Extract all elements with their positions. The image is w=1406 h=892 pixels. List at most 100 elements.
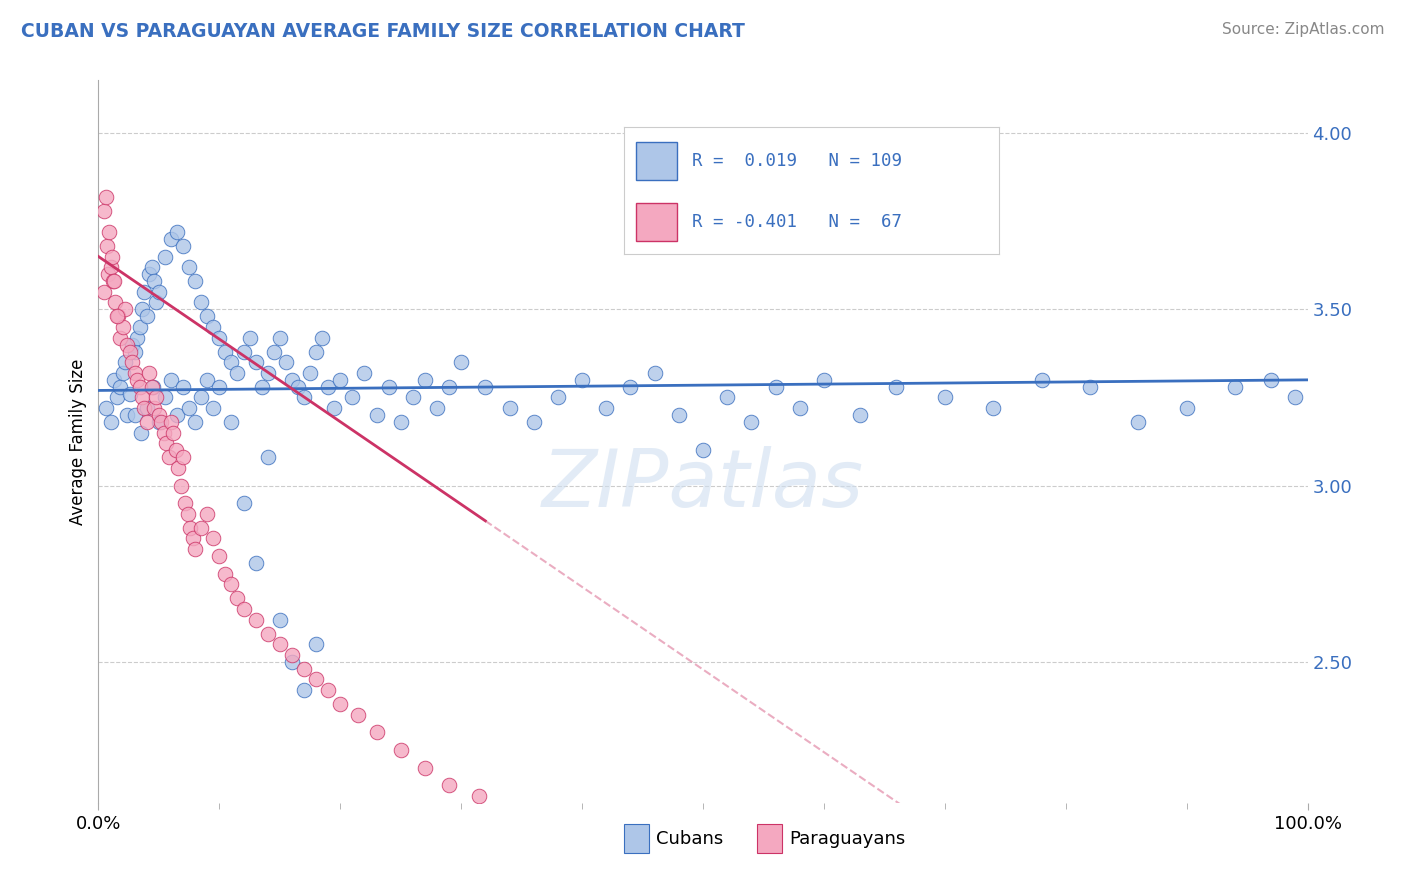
Point <box>813 373 835 387</box>
Point <box>128 380 150 394</box>
Point <box>117 408 139 422</box>
Point <box>195 507 218 521</box>
Point <box>226 366 249 380</box>
Point <box>165 443 187 458</box>
Point <box>108 380 131 394</box>
Point <box>141 380 163 394</box>
Point <box>190 295 212 310</box>
Point <box>100 250 122 264</box>
Point <box>232 496 254 510</box>
Point <box>97 267 120 281</box>
Point <box>141 260 163 274</box>
Point <box>167 461 190 475</box>
Point <box>179 260 201 274</box>
Point <box>143 274 166 288</box>
Point <box>135 310 157 324</box>
Point <box>138 366 160 380</box>
Point <box>547 391 569 405</box>
Point <box>121 355 143 369</box>
Point <box>498 401 520 415</box>
Text: ZIPatlas: ZIPatlas <box>541 446 865 524</box>
Point <box>162 425 184 440</box>
Point <box>413 373 436 387</box>
Point <box>245 355 267 369</box>
Point <box>1260 373 1282 387</box>
Point <box>389 743 412 757</box>
Point <box>468 789 491 803</box>
Point <box>934 391 956 405</box>
Point <box>172 450 194 465</box>
Point <box>105 391 128 405</box>
Point <box>269 637 291 651</box>
Point <box>292 683 315 698</box>
Point <box>157 450 180 465</box>
Point <box>571 373 593 387</box>
Point <box>202 320 225 334</box>
Point <box>172 239 194 253</box>
Point <box>1031 373 1053 387</box>
Point <box>329 373 352 387</box>
Point <box>668 408 690 422</box>
Point <box>389 415 412 429</box>
Point <box>221 415 243 429</box>
Point <box>105 310 128 324</box>
Point <box>148 415 170 429</box>
Point <box>287 380 309 394</box>
Point <box>100 415 122 429</box>
Point <box>174 496 197 510</box>
Point <box>413 760 436 774</box>
Text: Paraguayans: Paraguayans <box>789 830 905 848</box>
Point <box>94 401 117 415</box>
Point <box>98 225 121 239</box>
Point <box>208 380 231 394</box>
Point <box>269 613 291 627</box>
Text: Source: ZipAtlas.com: Source: ZipAtlas.com <box>1222 22 1385 37</box>
Point <box>523 415 546 429</box>
Point <box>118 344 141 359</box>
Point <box>153 250 176 264</box>
Point <box>135 415 157 429</box>
Point <box>155 436 177 450</box>
Point <box>311 330 333 344</box>
Point <box>131 302 153 317</box>
Point <box>184 542 207 557</box>
Point <box>221 577 243 591</box>
Point <box>214 566 236 581</box>
Point <box>595 401 617 415</box>
Point <box>426 401 449 415</box>
Point <box>644 366 666 380</box>
Point <box>239 330 262 344</box>
Point <box>281 655 304 669</box>
Point <box>202 401 225 415</box>
Point <box>117 337 139 351</box>
Text: Cubans: Cubans <box>655 830 723 848</box>
Point <box>124 366 146 380</box>
Point <box>226 591 249 606</box>
Point <box>179 401 201 415</box>
Point <box>208 330 231 344</box>
Point <box>152 425 174 440</box>
Point <box>138 267 160 281</box>
Point <box>1128 415 1150 429</box>
Point <box>172 380 194 394</box>
Point <box>118 387 141 401</box>
Point <box>166 408 188 422</box>
Point <box>179 521 201 535</box>
Point <box>127 330 149 344</box>
Point <box>437 778 460 792</box>
Bar <box>758 824 782 854</box>
Point <box>145 295 167 310</box>
Point <box>128 320 150 334</box>
Point <box>96 239 118 253</box>
Y-axis label: Average Family Size: Average Family Size <box>69 359 87 524</box>
Point <box>104 295 127 310</box>
Point <box>129 425 152 440</box>
Point <box>292 391 315 405</box>
Point <box>305 637 328 651</box>
Point <box>323 401 346 415</box>
Point <box>316 683 339 698</box>
Point <box>281 648 304 662</box>
Point <box>342 391 364 405</box>
Point <box>316 380 339 394</box>
Bar <box>624 824 648 854</box>
